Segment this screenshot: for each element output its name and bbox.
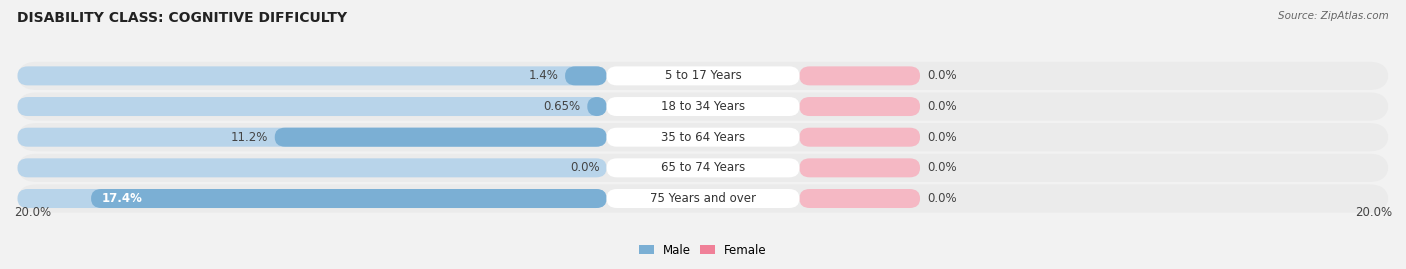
Text: 20.0%: 20.0% <box>1355 206 1392 219</box>
FancyBboxPatch shape <box>565 66 606 85</box>
Text: 1.4%: 1.4% <box>529 69 558 82</box>
FancyBboxPatch shape <box>588 97 606 116</box>
FancyBboxPatch shape <box>17 123 1389 151</box>
FancyBboxPatch shape <box>17 189 606 208</box>
FancyBboxPatch shape <box>17 158 606 177</box>
Text: 17.4%: 17.4% <box>101 192 142 205</box>
Text: 0.0%: 0.0% <box>927 131 956 144</box>
FancyBboxPatch shape <box>17 154 1389 182</box>
FancyBboxPatch shape <box>606 97 800 116</box>
FancyBboxPatch shape <box>17 62 1389 90</box>
FancyBboxPatch shape <box>606 158 800 177</box>
FancyBboxPatch shape <box>606 189 800 208</box>
FancyBboxPatch shape <box>17 185 1389 213</box>
Text: 11.2%: 11.2% <box>231 131 269 144</box>
Text: 65 to 74 Years: 65 to 74 Years <box>661 161 745 174</box>
Text: Source: ZipAtlas.com: Source: ZipAtlas.com <box>1278 11 1389 21</box>
Text: 0.0%: 0.0% <box>927 100 956 113</box>
Text: 5 to 17 Years: 5 to 17 Years <box>665 69 741 82</box>
Legend: Male, Female: Male, Female <box>634 239 772 261</box>
FancyBboxPatch shape <box>17 66 606 85</box>
Text: 18 to 34 Years: 18 to 34 Years <box>661 100 745 113</box>
FancyBboxPatch shape <box>17 93 1389 121</box>
Text: 0.0%: 0.0% <box>927 192 956 205</box>
FancyBboxPatch shape <box>800 66 920 85</box>
FancyBboxPatch shape <box>800 158 920 177</box>
FancyBboxPatch shape <box>17 97 606 116</box>
Text: 0.0%: 0.0% <box>927 69 956 82</box>
Text: 20.0%: 20.0% <box>14 206 51 219</box>
Text: 0.0%: 0.0% <box>927 161 956 174</box>
FancyBboxPatch shape <box>17 128 606 147</box>
Text: 75 Years and over: 75 Years and over <box>650 192 756 205</box>
Text: 0.65%: 0.65% <box>543 100 581 113</box>
Text: 35 to 64 Years: 35 to 64 Years <box>661 131 745 144</box>
Text: 0.0%: 0.0% <box>569 161 599 174</box>
FancyBboxPatch shape <box>800 97 920 116</box>
FancyBboxPatch shape <box>274 128 606 147</box>
FancyBboxPatch shape <box>800 128 920 147</box>
Text: DISABILITY CLASS: COGNITIVE DIFFICULTY: DISABILITY CLASS: COGNITIVE DIFFICULTY <box>17 11 347 25</box>
FancyBboxPatch shape <box>606 128 800 147</box>
FancyBboxPatch shape <box>800 189 920 208</box>
FancyBboxPatch shape <box>91 189 606 208</box>
FancyBboxPatch shape <box>606 66 800 85</box>
